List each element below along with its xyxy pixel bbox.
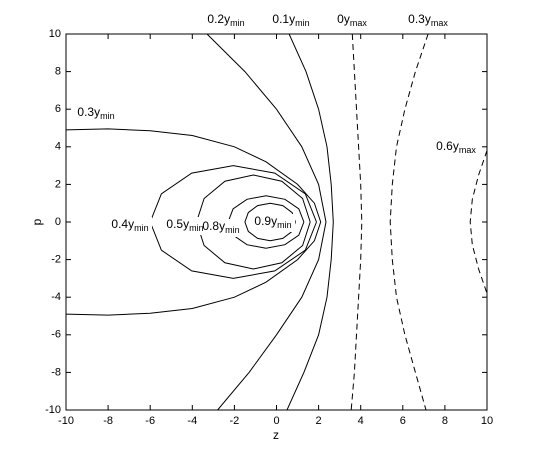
contour-label-sub: min (277, 220, 292, 230)
contour-label-main: 0.2y (207, 12, 230, 26)
x-tick-label: 6 (400, 415, 406, 427)
label-background (255, 214, 295, 232)
contour-label: 0.3ymin (77, 105, 114, 121)
contour-label-main: 0.5y (166, 217, 189, 231)
contour-label: 0.5ymin (166, 217, 203, 233)
contour-label: 0.8ymin (202, 219, 239, 235)
contour-line (350, 34, 363, 410)
y-tick-label: 10 (49, 28, 61, 40)
x-tick-label: 10 (481, 415, 493, 427)
contour-label: 0.3ymax (408, 12, 448, 28)
x-tick-label: -10 (58, 415, 74, 427)
label-background (112, 217, 152, 235)
x-axis-label: z (273, 428, 279, 442)
contour-label-main: 0.6y (436, 139, 459, 153)
contour-label: 0.1ymin (272, 12, 309, 28)
y-tick-label: -2 (51, 254, 61, 266)
contour-label-sub: min (230, 18, 245, 28)
contour-label-sub: max (459, 145, 477, 155)
contour-label-sub: max (350, 18, 368, 28)
x-tick-label: -2 (230, 415, 240, 427)
y-tick-label: 2 (55, 178, 61, 190)
contour-label-main: 0.9y (254, 214, 277, 228)
contour-label-main: 0.3y (408, 12, 431, 26)
label-background (167, 217, 207, 235)
contour-label-sub: min (134, 223, 149, 233)
y-tick-label: 0 (55, 216, 61, 228)
contour-label-main: 0.1y (272, 12, 295, 26)
contour-label-sub: min (295, 18, 310, 28)
y-tick-label: -6 (51, 329, 61, 341)
contour-label: 0.6ymax (436, 139, 476, 155)
plot-area (66, 34, 487, 410)
label-background (203, 219, 243, 237)
y-axis-label: p (30, 218, 44, 225)
contour-line (469, 150, 487, 294)
y-tick-label: -4 (51, 291, 61, 303)
x-tick-label: 2 (316, 415, 322, 427)
contour-label: 0.4ymin (111, 217, 148, 233)
x-tick-label: 4 (358, 415, 364, 427)
y-tick-label: -8 (51, 366, 61, 378)
contour-line (206, 34, 327, 410)
x-tick-label: 0 (273, 415, 279, 427)
contour-line (244, 202, 296, 242)
x-tick-label: -4 (187, 415, 197, 427)
contour-label-sub: min (100, 111, 115, 121)
contour-label-main: 0y (337, 12, 350, 26)
contour-label: 0.2ymin (207, 12, 244, 28)
x-tick-label: -8 (103, 415, 113, 427)
y-tick-label: 4 (55, 141, 61, 153)
contour-label-main: 0.3y (77, 105, 100, 119)
x-tick-label: -6 (145, 415, 155, 427)
contour-label-sub: min (225, 225, 240, 235)
contour-label-main: 0.4y (111, 217, 134, 231)
contour-line (286, 34, 334, 410)
y-tick-label: 8 (55, 66, 61, 78)
contour-line (389, 34, 429, 410)
label-background (78, 105, 118, 123)
contour-label: 0.9ymin (254, 214, 291, 230)
x-tick-label: 8 (442, 415, 448, 427)
y-tick-label: -10 (45, 404, 61, 416)
contour-label: 0ymax (337, 12, 367, 28)
y-tick-label: 6 (55, 103, 61, 115)
contour-line (66, 128, 322, 316)
label-background (438, 139, 478, 157)
contour-label-sub: max (431, 18, 449, 28)
contour-label-sub: min (189, 223, 204, 233)
contour-label-main: 0.8y (202, 219, 225, 233)
